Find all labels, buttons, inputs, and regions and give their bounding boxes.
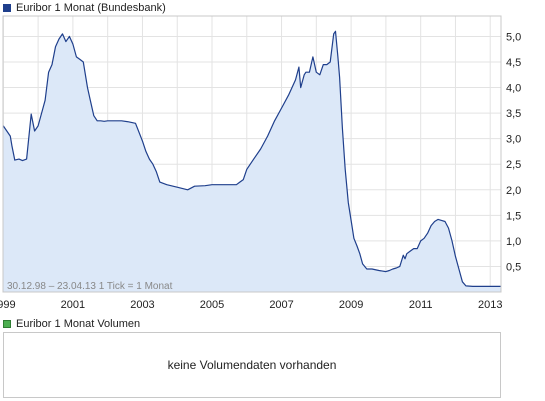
- main-legend-swatch: [3, 4, 11, 12]
- y-tick-label: 4,5: [506, 57, 521, 69]
- y-tick-label: 0,5: [506, 261, 521, 273]
- y-tick-label: 5,0: [506, 31, 521, 43]
- y-tick-label: 1,5: [506, 210, 521, 222]
- volume-legend: Euribor 1 Monat Volumen: [3, 318, 140, 330]
- y-axis: 0,5 1,0 1,5 2,0 2,5 3,0 3,5 4,0 4,5 5,0: [506, 31, 521, 273]
- plot-border: [2, 15, 502, 293]
- x-tick-label: 2009: [339, 299, 363, 311]
- volume-panel: keine Volumendaten vorhanden: [3, 332, 501, 398]
- x-tick-label: 2011: [409, 299, 433, 311]
- range-label: 30.12.98 – 23.04.13 1 Tick = 1 Monat: [7, 281, 173, 292]
- main-legend: Euribor 1 Monat (Bundesbank): [3, 2, 166, 14]
- y-tick-label: 4,0: [506, 83, 521, 95]
- main-chart: 0,5 1,0 1,5 2,0 2,5 3,0 3,5 4,0 4,5 5,0 1999 2001 2…: [0, 15, 521, 311]
- y-tick-label: 1,0: [506, 236, 521, 248]
- x-tick-label: 2005: [200, 299, 224, 311]
- y-tick-label: 3,0: [506, 134, 521, 146]
- x-tick-label: 1999: [0, 299, 16, 311]
- y-tick-label: 2,0: [506, 185, 521, 197]
- y-tick-label: 3,5: [506, 108, 521, 120]
- x-axis: 1999 2001 2003 2005 2007 2009 2011 2013: [0, 299, 502, 311]
- x-tick-label: 2003: [130, 299, 154, 311]
- volume-legend-swatch: [3, 320, 11, 328]
- x-tick-label: 2007: [269, 299, 293, 311]
- series-line: [2, 30, 501, 287]
- y-tick-label: 2,5: [506, 159, 521, 171]
- volume-empty-message: keine Volumendaten vorhanden: [167, 358, 337, 372]
- x-tick-label: 2001: [61, 299, 85, 311]
- x-tick-label: 2013: [478, 299, 502, 311]
- volume-legend-label: Euribor 1 Monat Volumen: [16, 318, 141, 330]
- main-legend-label: Euribor 1 Monat (Bundesbank): [16, 2, 166, 14]
